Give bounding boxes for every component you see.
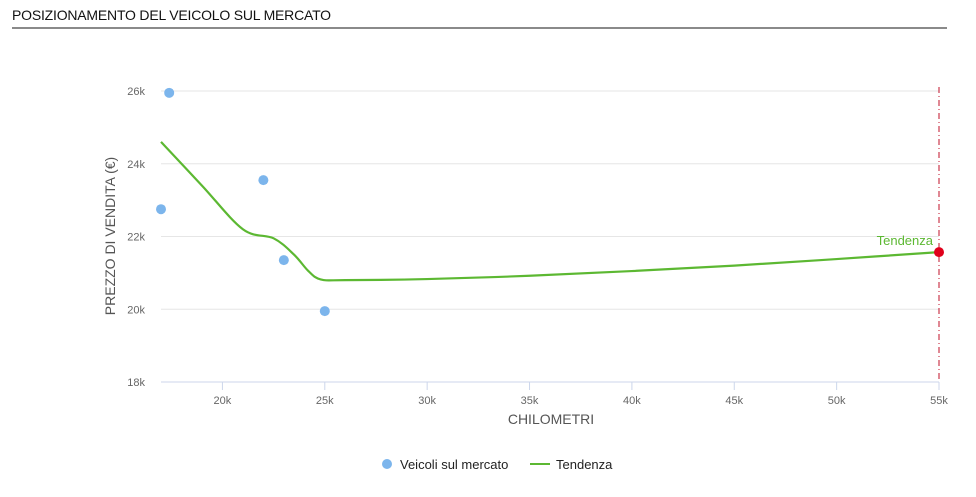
- legend-scatter-icon: [382, 459, 392, 469]
- legend-item-trend[interactable]: Tendenza: [530, 457, 613, 472]
- section-title: POSIZIONAMENTO DEL VEICOLO SUL MERCATO: [12, 7, 331, 23]
- x-axis-title: CHILOMETRI: [508, 411, 594, 427]
- vehicle-marker[interactable]: [934, 247, 944, 258]
- x-tick-label: 45k: [725, 395, 743, 407]
- x-tick-label: 40k: [623, 395, 641, 407]
- legend-scatter-label: Veicoli sul mercato: [400, 457, 508, 472]
- scatter-point[interactable]: [164, 87, 175, 98]
- x-tick-label: 35k: [521, 395, 539, 407]
- grid-lines: [161, 90, 939, 310]
- y-tick-label: 18k: [127, 377, 145, 389]
- legend: Veicoli sul mercato Tendenza: [382, 457, 613, 472]
- y-tick-label: 24k: [127, 159, 145, 171]
- y-tick-label: 26k: [127, 86, 145, 98]
- x-tick-label: 55k: [930, 395, 948, 407]
- y-axis-ticks: 18k 20k 22k 24k 26k: [127, 86, 145, 389]
- x-tick-label: 30k: [418, 395, 436, 407]
- legend-trend-label: Tendenza: [556, 457, 613, 472]
- trend-annotation: Tendenza: [877, 233, 934, 248]
- x-tick-label: 20k: [214, 395, 232, 407]
- scatter-point[interactable]: [278, 255, 289, 266]
- scatter-point[interactable]: [156, 204, 166, 215]
- trend-line[interactable]: [160, 141, 940, 282]
- x-tick-label: 50k: [828, 395, 846, 407]
- scatter-points: [156, 87, 330, 317]
- y-tick-label: 22k: [127, 232, 145, 244]
- x-tick-label: 25k: [316, 395, 334, 407]
- y-axis-title: PREZZO DI VENDITA (€): [102, 157, 118, 315]
- legend-item-scatter[interactable]: Veicoli sul mercato: [382, 457, 508, 472]
- scatter-point[interactable]: [258, 175, 269, 186]
- scatter-point[interactable]: [319, 306, 330, 317]
- section-header: POSIZIONAMENTO DEL VEICOLO SUL MERCATO: [12, 5, 947, 29]
- y-tick-label: 20k: [127, 304, 145, 316]
- x-axis-ticks: 20k 25k 30k 35k 40k 45k 50k 55k: [214, 382, 948, 407]
